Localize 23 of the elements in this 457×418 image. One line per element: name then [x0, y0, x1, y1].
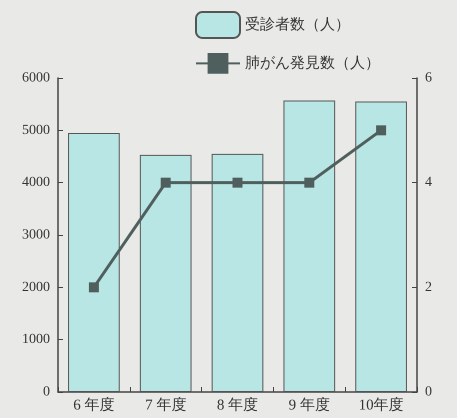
- point: [160, 178, 171, 188]
- y2-tick-label: 2: [425, 280, 432, 295]
- y2-tick-label: 6: [425, 70, 432, 86]
- point: [88, 282, 99, 292]
- legend-label: 受診者数（人）: [245, 16, 350, 33]
- x-tick-label: 8 年度: [216, 396, 258, 414]
- x-tick-label: 6 年度: [73, 396, 115, 414]
- y2-tick-label: 0: [425, 384, 432, 400]
- x-tick-label: 7 年度: [145, 396, 186, 414]
- y-tick-label: 4000: [22, 175, 50, 190]
- y-tick-label: 5000: [22, 122, 50, 138]
- y-tick-label: 6000: [22, 70, 50, 86]
- point: [304, 178, 314, 188]
- y-tick-label: 3000: [22, 228, 50, 242]
- point: [376, 125, 386, 136]
- y-tick-label: 1000: [22, 332, 50, 348]
- legend-label: 肺がん発見数（人）: [245, 54, 380, 72]
- x-tick-label: 9 年度: [288, 396, 330, 414]
- y-tick-label: 2000: [22, 280, 50, 295]
- y2-tick-label: 4: [425, 175, 432, 190]
- y-tick-label: 0: [43, 384, 50, 400]
- point: [232, 178, 242, 188]
- x-tick-label: 10年度: [358, 396, 404, 414]
